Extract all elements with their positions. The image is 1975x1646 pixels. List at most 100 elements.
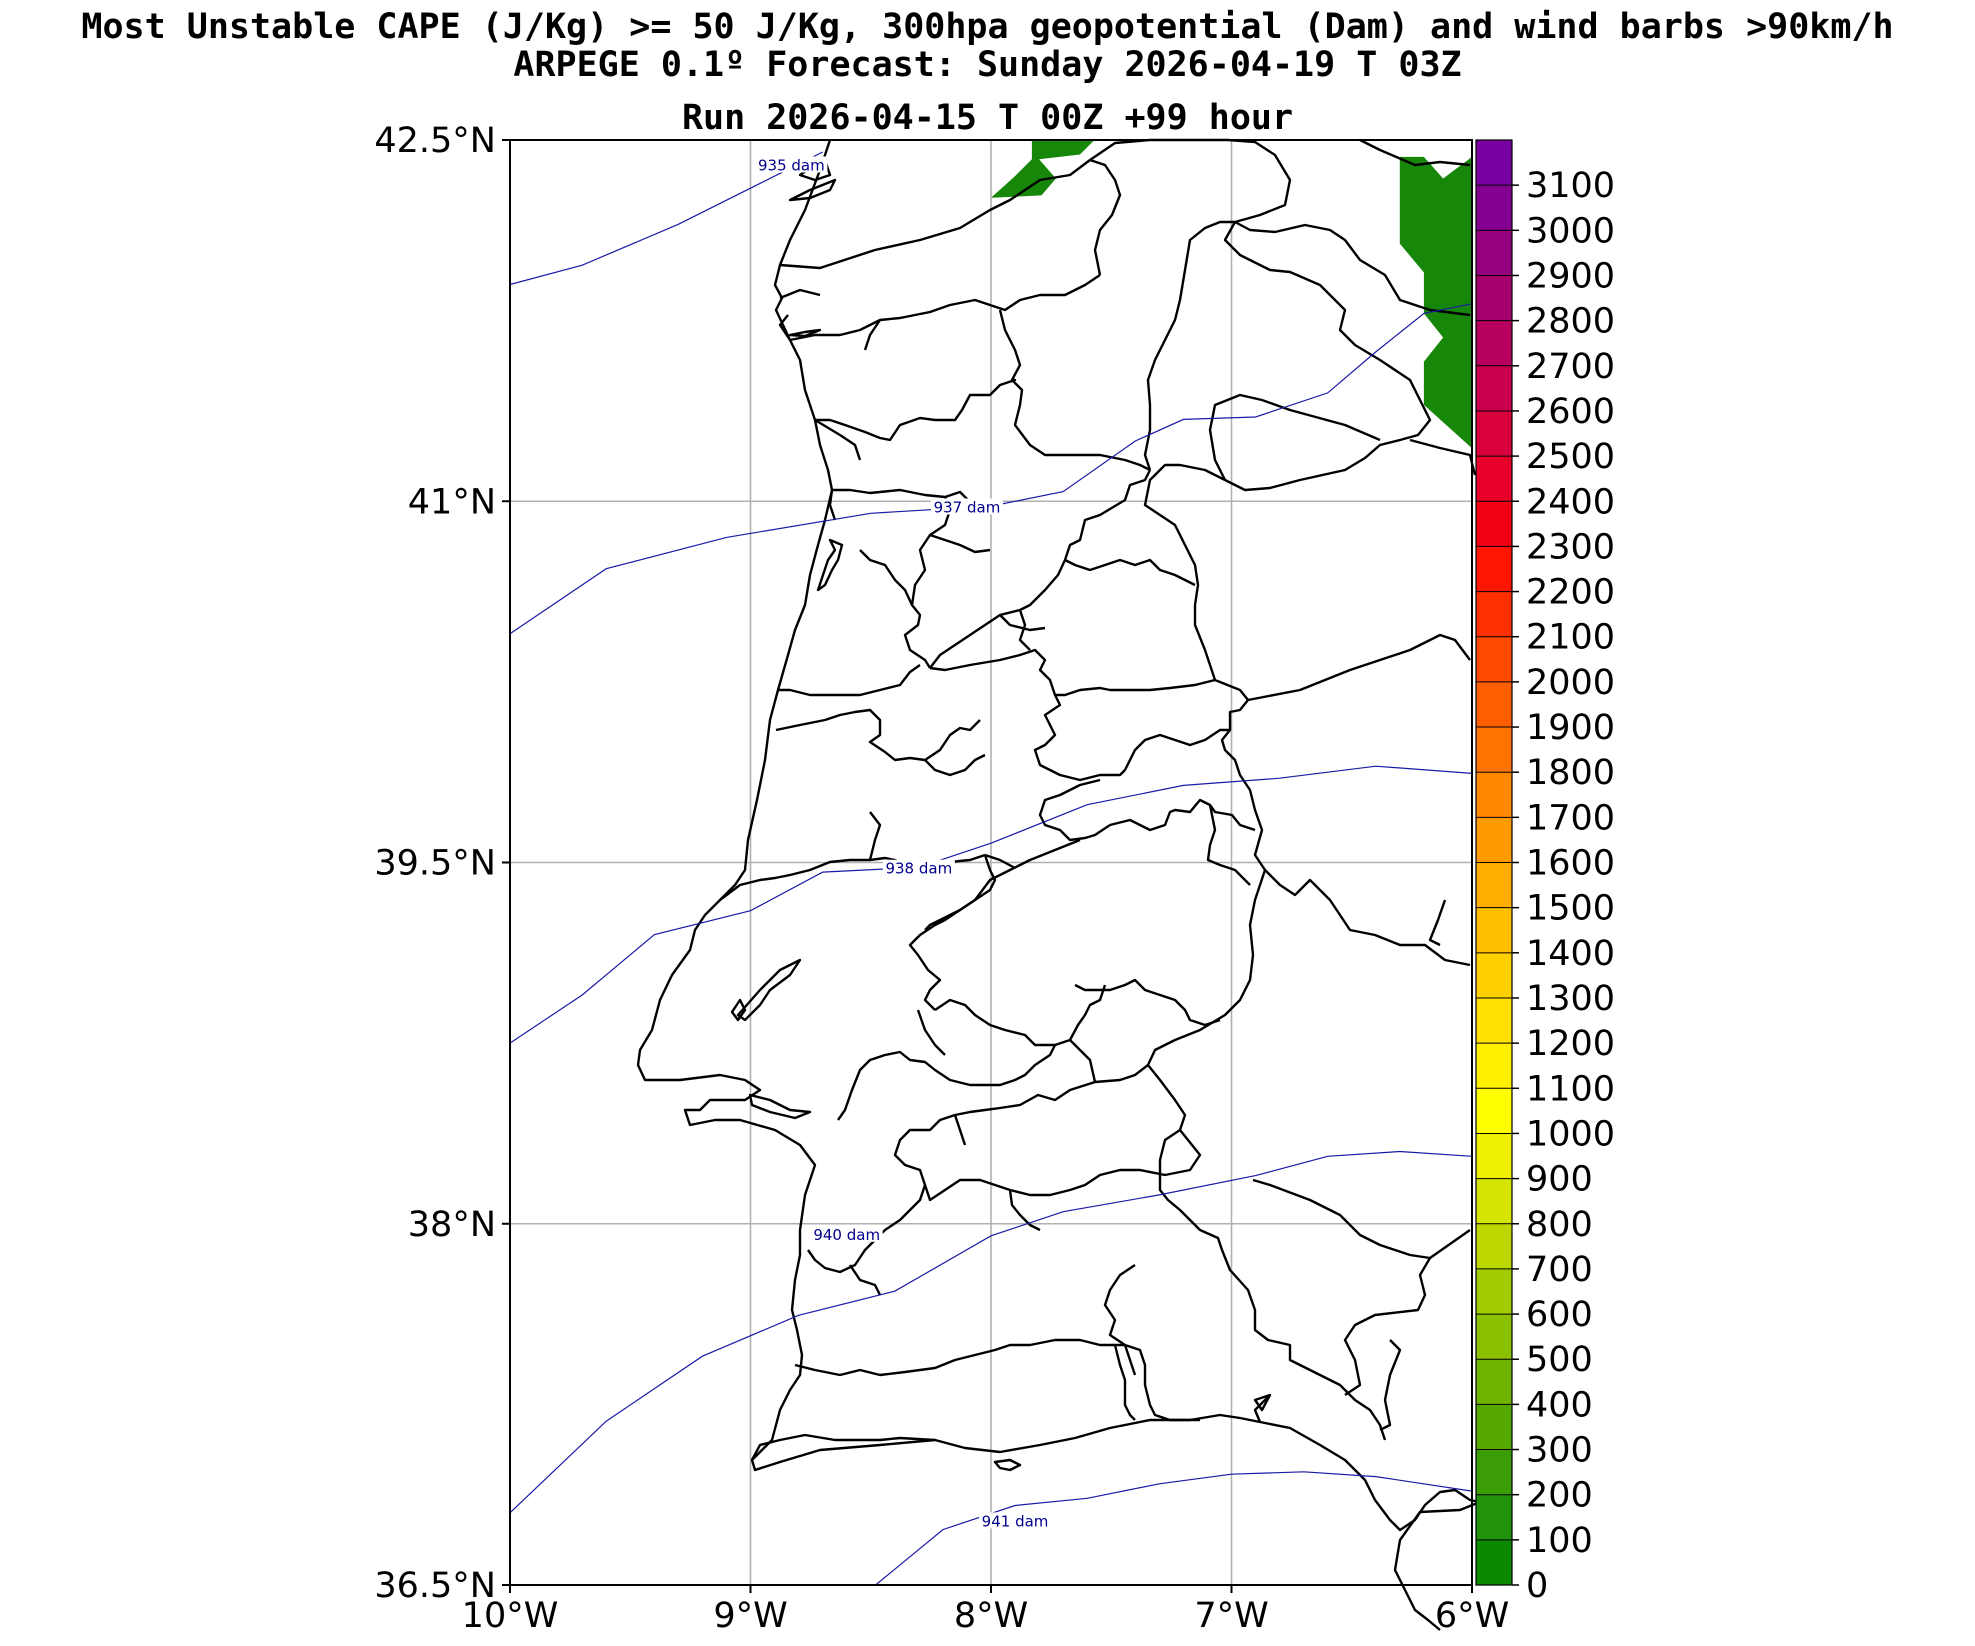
contour-label-bg xyxy=(755,156,828,173)
colorbar-segment xyxy=(1476,952,1512,999)
colorbar-segment xyxy=(1476,456,1512,502)
district-border-24 xyxy=(1074,978,1221,1027)
spain-north-coast xyxy=(1359,138,1471,167)
district-border-22 xyxy=(1206,804,1251,886)
map-title-line2: ARPEGE 0.1º Forecast: Sunday 2026-04-19 … xyxy=(513,45,1462,85)
colorbar-tick-label: 1400 xyxy=(1526,934,1615,974)
district-border-34 xyxy=(863,319,881,351)
admin-borders xyxy=(636,138,1481,1631)
colorbar-tick-label: 800 xyxy=(1526,1205,1593,1245)
coastline xyxy=(636,139,1481,1532)
estuary-aveiro xyxy=(816,538,844,592)
colorbar-segment xyxy=(1476,681,1512,728)
district-border-46 xyxy=(1008,1189,1041,1232)
district-border-37 xyxy=(1018,609,1031,651)
contour-label-bg xyxy=(810,1225,883,1242)
colorbar-tick-label: 3000 xyxy=(1526,211,1615,251)
colorbar-segment xyxy=(1476,997,1512,1044)
district-border-40 xyxy=(924,753,986,777)
district-border-35 xyxy=(814,418,862,461)
colorbar-segment xyxy=(1476,275,1512,322)
district-border-11 xyxy=(775,708,981,762)
y-tick-label: 41°N xyxy=(408,482,496,522)
contour-label: 941 dam xyxy=(982,1512,1049,1530)
district-border-19 xyxy=(908,854,997,1011)
contour-label-bg xyxy=(882,859,955,876)
district-border-20 xyxy=(1038,778,1111,842)
estuary-sado xyxy=(748,1093,812,1120)
district-border-45 xyxy=(953,1114,967,1146)
y-tick-label: 38°N xyxy=(408,1205,496,1245)
district-border-28 xyxy=(923,1129,1202,1202)
cape-fill-layer xyxy=(991,140,1472,449)
district-border-32 xyxy=(750,1433,936,1461)
district-border-44 xyxy=(916,1009,946,1056)
colorbar-segment xyxy=(1476,907,1512,954)
coast-north-inlet-3 xyxy=(788,328,822,338)
district-border-5 xyxy=(1178,220,1235,301)
colorbar-tick-label: 1500 xyxy=(1526,889,1615,929)
district-border-4 xyxy=(1089,158,1122,276)
contour-label: 938 dam xyxy=(885,860,952,878)
district-border-38 xyxy=(859,549,914,606)
district-border-16 xyxy=(999,614,1046,632)
contour-label-bg xyxy=(930,498,1003,515)
colorbar: 0 100 200 300 400 500 600 700 800 900 1000 1100 1200… xyxy=(1475,139,1615,1606)
district-border-21 xyxy=(1109,798,1256,832)
island-algarve xyxy=(993,1458,1022,1472)
y-tick-label: 42.5°N xyxy=(374,121,496,161)
colorbar-segment xyxy=(1476,1268,1512,1315)
colorbar-segment xyxy=(1476,772,1512,818)
colorbar-tick-label: 900 xyxy=(1526,1160,1593,1200)
spain-border-10 xyxy=(1379,1339,1402,1432)
district-border-8 xyxy=(832,488,971,503)
colorbar-segment xyxy=(1476,636,1512,683)
colorbar-segment xyxy=(1476,1043,1512,1089)
district-border-26 xyxy=(837,1044,1057,1121)
district-border-30 xyxy=(794,1338,1125,1377)
colorbar-segment xyxy=(1476,546,1512,593)
colorbar-tick-label: 1700 xyxy=(1526,798,1615,838)
contour-label-bg xyxy=(979,1512,1052,1529)
colorbar-segment xyxy=(1476,410,1512,457)
geopotential-contours: 935 dam 937 dam 938 dam 940 dam 941 dam xyxy=(509,151,1473,1586)
colorbar-segment xyxy=(1476,817,1512,863)
district-border-3 xyxy=(998,309,1151,472)
y-tick-label: 36.5°N xyxy=(374,1566,496,1606)
estuary-tagus xyxy=(736,958,802,1022)
colorbar-segment xyxy=(1476,230,1512,276)
colorbar-segment xyxy=(1476,320,1512,367)
colorbar-tick-label: 1600 xyxy=(1526,844,1615,884)
colorbar-tick-label: 600 xyxy=(1526,1295,1593,1335)
colorbar-tick-label: 2500 xyxy=(1526,437,1615,477)
cape-region xyxy=(991,140,1095,198)
district-border-2 xyxy=(789,274,1101,342)
district-border-41 xyxy=(868,811,882,861)
colorbar-tick-label: 500 xyxy=(1526,1340,1593,1380)
spain-border-3 xyxy=(1208,393,1263,481)
coast-south-spain xyxy=(1253,1393,1272,1412)
colorbar-segment xyxy=(1476,1449,1512,1496)
district-border-1 xyxy=(779,288,821,300)
colorbar-tick-label: 2800 xyxy=(1526,302,1615,342)
colorbar-tick-label: 2300 xyxy=(1526,527,1615,567)
map-title-line3: Run 2026-04-15 T 00Z +99 hour xyxy=(681,98,1294,138)
colorbar-segment xyxy=(1476,1494,1512,1541)
colorbar-segment xyxy=(1476,1539,1512,1586)
contour-label: 935 dam xyxy=(758,156,825,174)
colorbar-tick-label: 300 xyxy=(1526,1431,1593,1471)
colorbar-segment xyxy=(1476,862,1512,909)
colorbar-tick-label: 100 xyxy=(1526,1521,1593,1561)
district-border-25 xyxy=(934,984,1107,1047)
spain-border-5 xyxy=(1247,633,1471,702)
x-tick-label: 10°W xyxy=(462,1596,559,1636)
spain-border-9 xyxy=(1343,1257,1432,1396)
colorbar-tick-label: 2900 xyxy=(1526,256,1615,296)
district-border-43 xyxy=(1069,1039,1097,1083)
district-border-14 xyxy=(1055,678,1216,697)
colorbar-segment xyxy=(1476,591,1512,638)
spain-border-2 xyxy=(1409,438,1477,476)
colorbar-tick-label: 2100 xyxy=(1526,618,1615,658)
colorbar-segment xyxy=(1476,1133,1512,1180)
district-border-42 xyxy=(984,853,1016,870)
